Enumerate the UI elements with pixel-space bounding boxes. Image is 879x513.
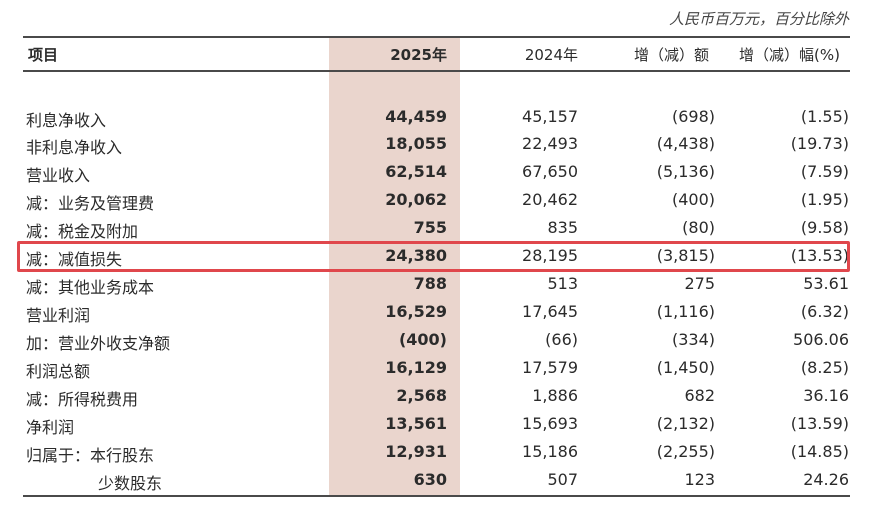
table-row: 加：营业外收支净额 (400) (66) (334) 506.06: [0, 327, 879, 355]
value-change-pct: 53.61: [803, 274, 849, 293]
row-label: 少数股东: [98, 474, 163, 493]
table-bottom-rule: [23, 495, 850, 497]
value-change-pct: (7.59): [800, 162, 849, 181]
value-2024: 17,579: [522, 358, 578, 377]
value-2024: 1,886: [532, 386, 578, 405]
value-change: (2,255): [656, 442, 715, 461]
value-change-pct: (1.95): [800, 190, 849, 209]
value-change-pct: (8.25): [800, 358, 849, 377]
value-change: (3,815): [656, 246, 715, 265]
header-2024: 2024年: [524, 46, 578, 64]
value-change-pct: (13.59): [790, 414, 849, 433]
value-change-pct: (1.55): [800, 107, 849, 126]
value-change: 275: [684, 274, 715, 293]
value-change: 682: [684, 386, 715, 405]
header-change: 增（减）额: [633, 46, 709, 64]
value-2025: 16,529: [385, 302, 447, 321]
value-change-pct: (6.32): [800, 302, 849, 321]
value-change: (698): [671, 107, 715, 126]
value-change: 123: [684, 470, 715, 489]
value-change: (2,132): [656, 414, 715, 433]
table-row: 减：税金及附加 755 835 (80) (9.58): [0, 215, 879, 243]
header-rule: [23, 70, 850, 72]
value-2025: 788: [413, 274, 447, 293]
row-label: 净利润: [26, 418, 75, 437]
value-2025: 12,931: [385, 442, 447, 461]
row-label: 营业利润: [26, 306, 91, 325]
year-2025-column-highlight: [329, 36, 460, 497]
row-label: 减：所得税费用: [26, 390, 139, 409]
row-label: 减：业务及管理费: [26, 194, 155, 213]
value-2024: 20,462: [522, 190, 578, 209]
value-2025: 62,514: [385, 162, 447, 181]
value-2025: (400): [398, 330, 447, 349]
value-2025: 2,568: [396, 386, 447, 405]
table-row: 少数股东 630 507 123 24.26: [0, 467, 879, 495]
impairment-row-highlight: [17, 241, 850, 272]
value-change: (4,438): [656, 134, 715, 153]
table-row: 归属于：本行股东 12,931 15,186 (2,255) (14.85): [0, 439, 879, 467]
row-label: 营业收入: [26, 166, 91, 185]
table-row: 非利息净收入 18,055 22,493 (4,438) (19.73): [0, 131, 879, 159]
value-2025: 16,129: [385, 358, 447, 377]
value-change-pct: (14.85): [790, 442, 849, 461]
value-2025: 44,459: [385, 107, 447, 126]
table-row: 利息净收入 44,459 45,157 (698) (1.55): [0, 104, 879, 132]
header-change-pct: 增（减）幅(%): [739, 46, 840, 64]
row-label: 非利息净收入: [26, 138, 123, 157]
value-2024: 45,157: [522, 107, 578, 126]
value-2025: 630: [413, 470, 447, 489]
value-2025: 13,561: [385, 414, 447, 433]
value-change-pct: 36.16: [803, 386, 849, 405]
value-2024: 507: [547, 470, 578, 489]
value-2024: 17,645: [522, 302, 578, 321]
value-2025: 18,055: [385, 134, 447, 153]
value-change: (80): [682, 218, 715, 237]
table-row: 减：业务及管理费 20,062 20,462 (400) (1.95): [0, 187, 879, 215]
row-label: 利润总额: [26, 362, 91, 381]
value-2024: 15,693: [522, 414, 578, 433]
value-2024: 28,195: [522, 246, 578, 265]
table-row: 减：减值损失 24,380 28,195 (3,815) (13.53): [0, 243, 879, 271]
row-label: 加：营业外收支净额: [26, 334, 171, 353]
row-label: 利息净收入: [26, 111, 107, 130]
table-row: 净利润 13,561 15,693 (2,132) (13.59): [0, 411, 879, 439]
value-2024: 15,186: [522, 442, 578, 461]
table-header: 项目 2025年 2024年 增（减）额 增（减）幅(%): [0, 38, 879, 70]
value-2024: 22,493: [522, 134, 578, 153]
value-change-pct: 506.06: [793, 330, 849, 349]
value-change: (1,116): [656, 302, 715, 321]
header-item: 项目: [28, 46, 59, 64]
value-change: (1,450): [656, 358, 715, 377]
value-2025: 24,380: [385, 246, 447, 265]
row-label: 归属于：本行股东: [26, 446, 155, 465]
table-row: 减：所得税费用 2,568 1,886 682 36.16: [0, 383, 879, 411]
value-change: (400): [671, 190, 715, 209]
table-row: 利润总额 16,129 17,579 (1,450) (8.25): [0, 355, 879, 383]
table-top-rule: [23, 36, 850, 38]
row-label: 减：减值损失: [26, 250, 123, 269]
value-change-pct: (19.73): [790, 134, 849, 153]
row-label: 减：税金及附加: [26, 222, 139, 241]
value-2024: 513: [547, 274, 578, 293]
table-row: 营业利润 16,529 17,645 (1,116) (6.32): [0, 299, 879, 327]
value-change-pct: 24.26: [803, 470, 849, 489]
value-change-pct: (13.53): [790, 246, 849, 265]
value-change: (5,136): [656, 162, 715, 181]
value-2024: 67,650: [522, 162, 578, 181]
unit-note: 人民币百万元，百分比除外: [668, 10, 849, 28]
table-row: 减：其他业务成本 788 513 275 53.61: [0, 271, 879, 299]
value-change-pct: (9.58): [800, 218, 849, 237]
value-change: (334): [671, 330, 715, 349]
value-2025: 755: [413, 218, 447, 237]
row-label: 减：其他业务成本: [26, 278, 155, 297]
value-2025: 20,062: [385, 190, 447, 209]
value-2024: 835: [547, 218, 578, 237]
table-row: 营业收入 62,514 67,650 (5,136) (7.59): [0, 159, 879, 187]
value-2024: (66): [545, 330, 578, 349]
header-2025: 2025年: [390, 46, 447, 64]
